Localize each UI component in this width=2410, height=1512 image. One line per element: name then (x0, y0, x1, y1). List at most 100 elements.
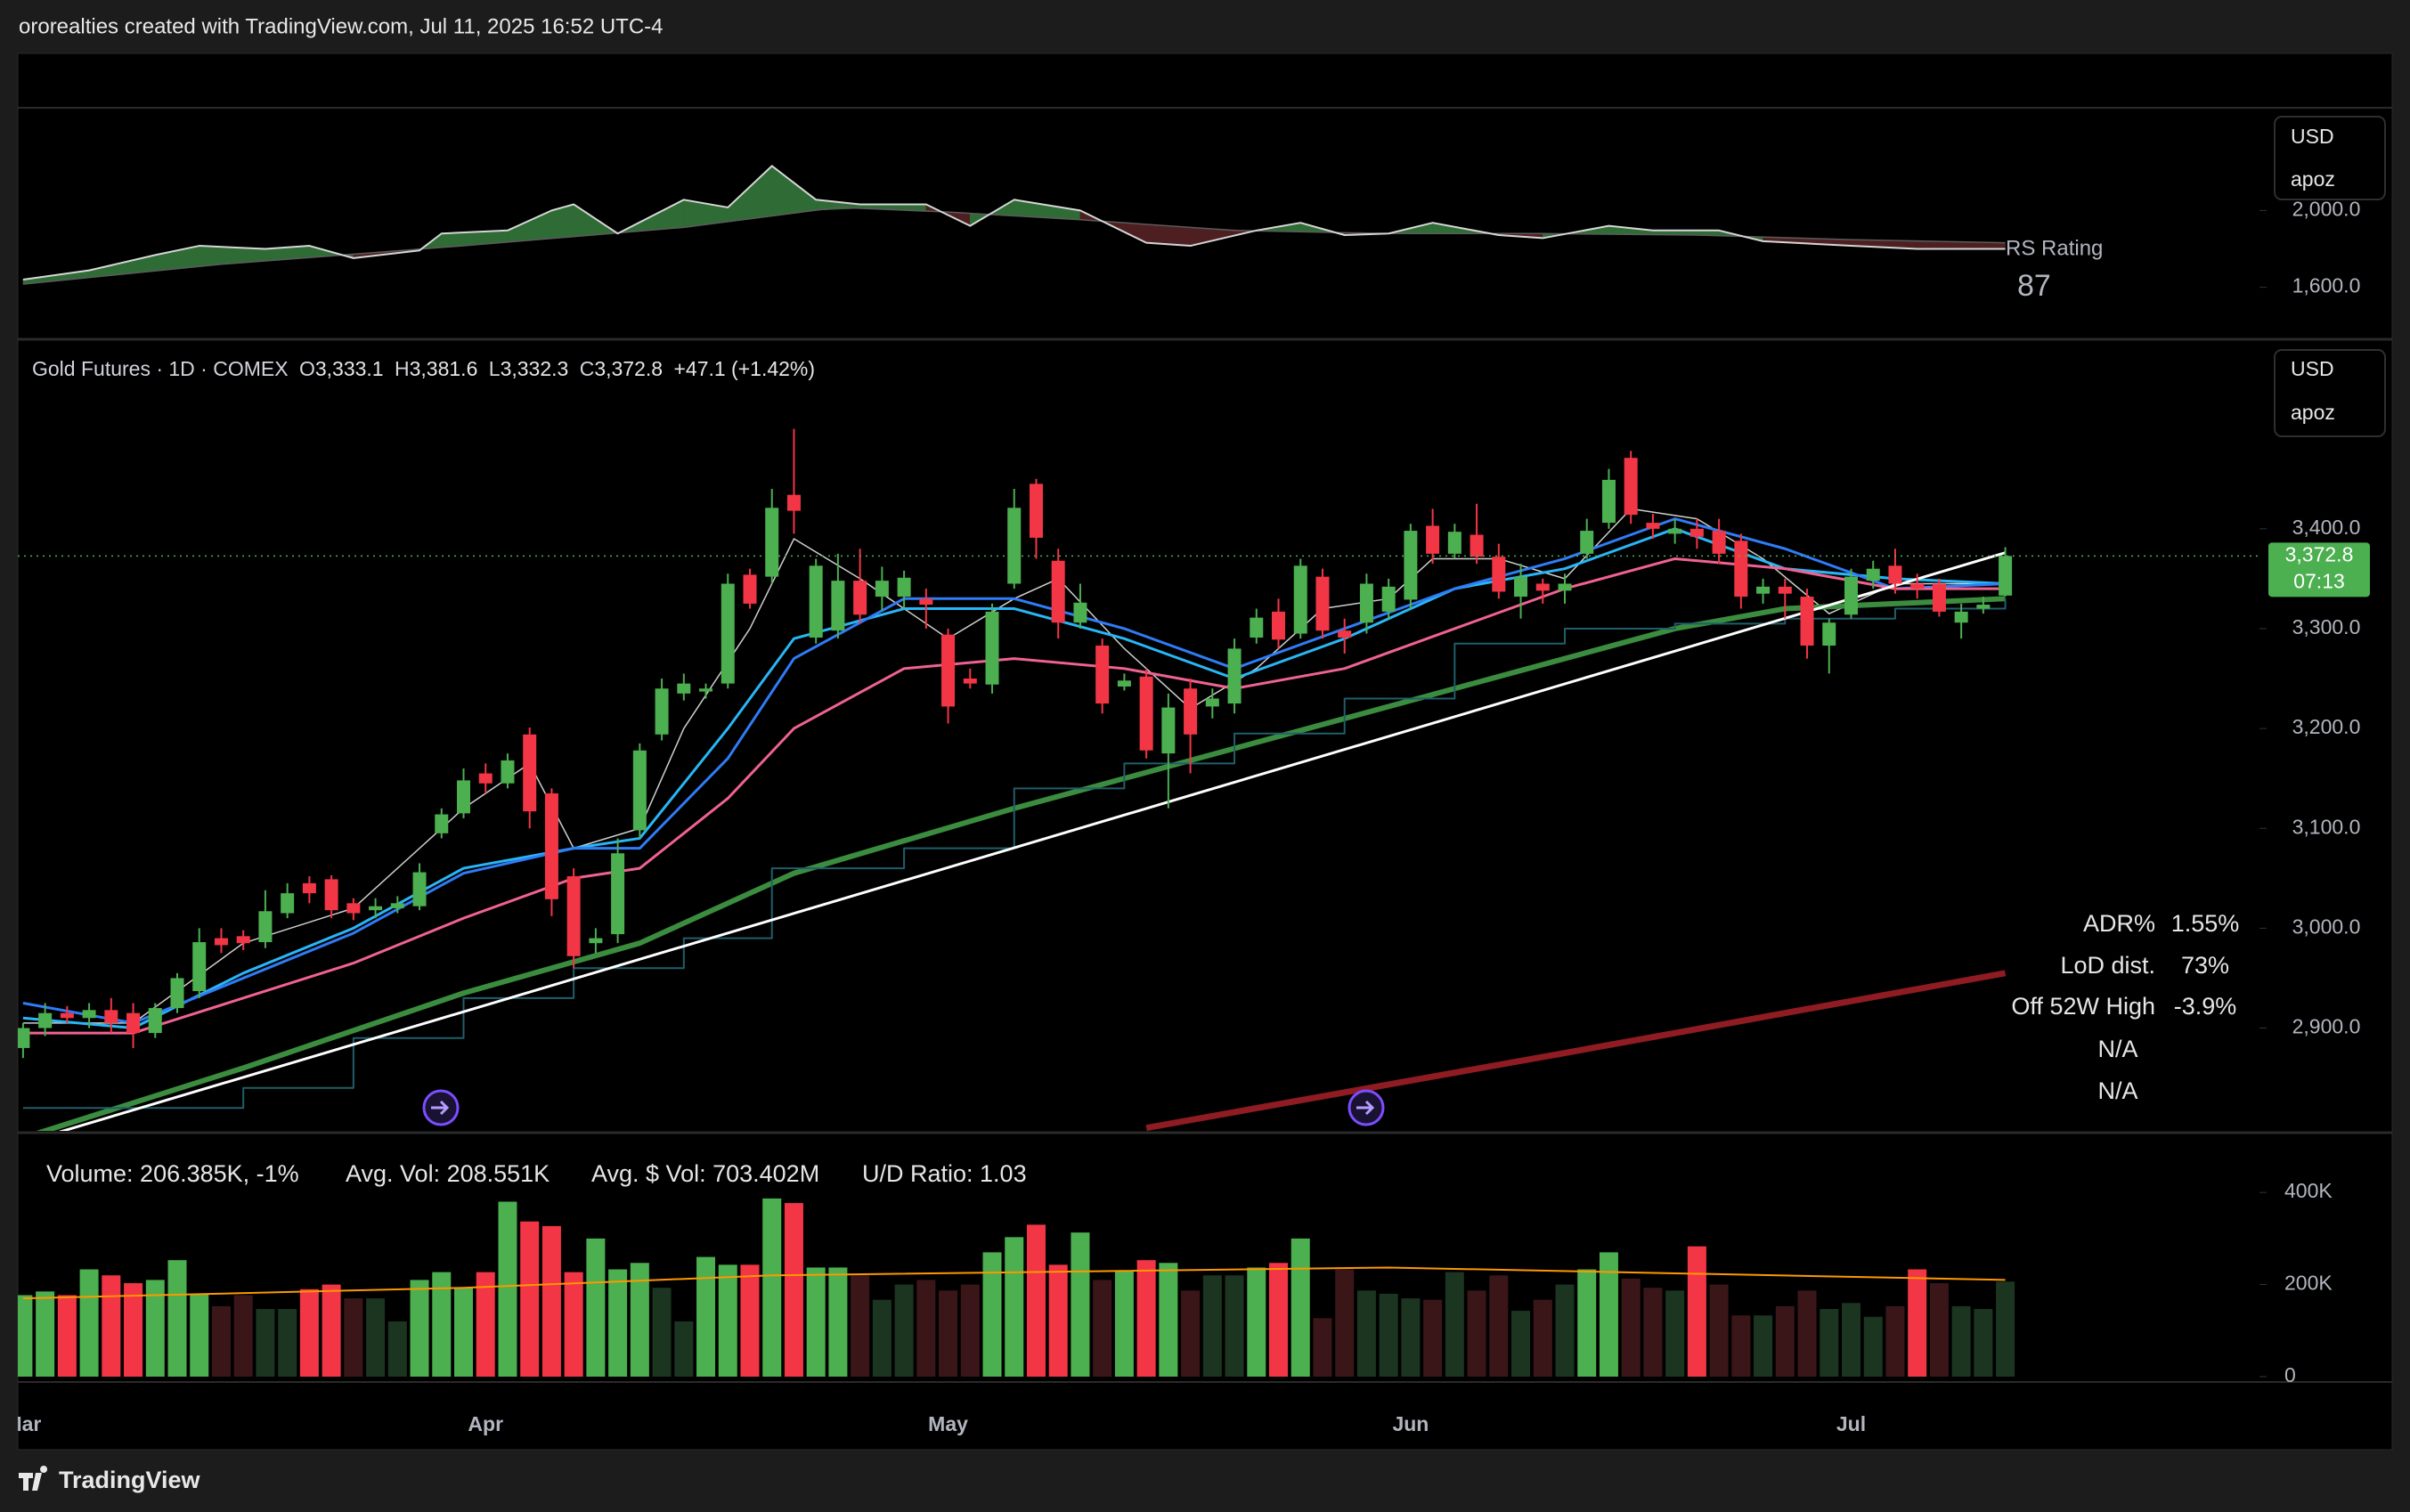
candle-body (1646, 523, 1660, 529)
volume-bar (1709, 1284, 1729, 1377)
legend-change: +47.1 (+1.42%) (673, 357, 815, 380)
volume-bar (894, 1284, 914, 1377)
volume-bar (630, 1263, 649, 1377)
legend-value: 3,333.1 (315, 357, 384, 380)
candle-body (523, 734, 537, 812)
scale-box[interactable] (2274, 349, 2386, 437)
candle-body (1822, 622, 1836, 646)
legend-key: C (580, 357, 595, 380)
candle-body (82, 1010, 96, 1019)
candle-body (566, 876, 581, 956)
volume-bar (454, 1288, 473, 1377)
volume-bar (1159, 1263, 1178, 1377)
volume-bar (1908, 1269, 1927, 1377)
volume-bar (1136, 1260, 1156, 1377)
candle-body (1888, 565, 1902, 584)
candle-body (1668, 528, 1682, 534)
indicator-line (58, 551, 2007, 1131)
scale-currency[interactable]: USD (2291, 125, 2334, 148)
volume-bar (1093, 1280, 1112, 1377)
volume-bar (256, 1308, 275, 1377)
candle-body (1756, 586, 1771, 594)
y-tick-label: 3,400.0 (2292, 516, 2361, 539)
stat-value: 1.55% (2171, 910, 2240, 937)
legend-symbol: Gold Futures · 1D · COMEX (32, 357, 289, 380)
candle-body (786, 494, 801, 511)
candle-body (1734, 541, 1748, 597)
candle-body (435, 814, 449, 833)
volume-bar (322, 1284, 341, 1377)
volume-bar (1665, 1290, 1685, 1377)
legend-key: O (299, 357, 315, 380)
volume-bar (1181, 1290, 1201, 1377)
candle-body (1161, 707, 1176, 754)
candle-body (875, 581, 889, 597)
volume-bar (851, 1275, 870, 1377)
candle-body (699, 688, 713, 692)
candle-body (809, 565, 823, 638)
candle-body (1007, 508, 1022, 584)
candle-body (170, 978, 184, 1009)
volume-bar (1114, 1271, 1134, 1377)
candle-body (302, 882, 316, 894)
price-panel (18, 428, 2013, 1131)
candle-body (1601, 479, 1616, 524)
scale-unit[interactable]: apoz (2291, 401, 2335, 424)
scale-currency[interactable]: USD (2291, 357, 2334, 380)
candle-body (1205, 698, 1219, 707)
candle-body (1359, 583, 1373, 623)
volume-bar (674, 1321, 694, 1377)
volume-bar (1445, 1272, 1464, 1377)
event-marker[interactable] (1347, 1089, 1385, 1126)
volume-bar (586, 1238, 606, 1377)
candle-body (1095, 646, 1110, 704)
candle-body (765, 508, 779, 577)
candle-body (589, 938, 603, 944)
volume-legend: Avg. $ Vol: 703.402M (591, 1160, 819, 1187)
volume-bar (1599, 1252, 1618, 1377)
volume-bar (1467, 1290, 1486, 1377)
candle-body (1073, 602, 1087, 623)
candle-body (677, 683, 691, 694)
volume-bar (1797, 1290, 1817, 1377)
volume-bar (1026, 1224, 1046, 1377)
candle-body (192, 942, 207, 992)
y-tick-label: 3,300.0 (2292, 615, 2361, 638)
stat-label: Off 52W High (2011, 993, 2155, 1020)
y-tick-label: 0 (2284, 1363, 2296, 1386)
x-tick-label: May (928, 1412, 968, 1435)
volume-bar (916, 1280, 936, 1377)
volume-bar (608, 1269, 628, 1377)
volume-bar (1885, 1305, 1905, 1377)
volume-bar (387, 1321, 407, 1377)
indicator-line (1145, 970, 2007, 1131)
candle-body (611, 853, 625, 935)
volume-bar (1048, 1264, 1068, 1377)
y-tick-label: 3,200.0 (2292, 715, 2361, 738)
event-marker[interactable] (422, 1089, 460, 1126)
candle-body (60, 1012, 74, 1019)
volume-bar (1005, 1237, 1024, 1377)
candle-body (963, 679, 977, 684)
y-tick-label: 3,100.0 (2292, 815, 2361, 838)
volume-bar (1974, 1308, 1993, 1377)
stat-label: N/A (2097, 1077, 2137, 1104)
indicator-line (22, 557, 2006, 1035)
volume-bar (541, 1225, 561, 1377)
volume-bar (828, 1267, 848, 1377)
stat-value: 73% (2181, 952, 2229, 979)
scale-unit[interactable]: apoz (2291, 167, 2335, 191)
scale-box[interactable] (2274, 116, 2386, 200)
volume-bar (718, 1264, 737, 1377)
volume-bar (190, 1293, 209, 1377)
candle-body (1315, 576, 1330, 631)
volume-bar (145, 1280, 165, 1377)
y-tick-label: 200K (2284, 1272, 2333, 1295)
candle-body (236, 936, 250, 944)
volume-bar (1489, 1275, 1509, 1377)
volume-bar (1996, 1281, 2015, 1377)
candle-body (390, 903, 404, 908)
volume-bar (1577, 1269, 1597, 1377)
stat-value: -3.9% (2174, 993, 2237, 1020)
